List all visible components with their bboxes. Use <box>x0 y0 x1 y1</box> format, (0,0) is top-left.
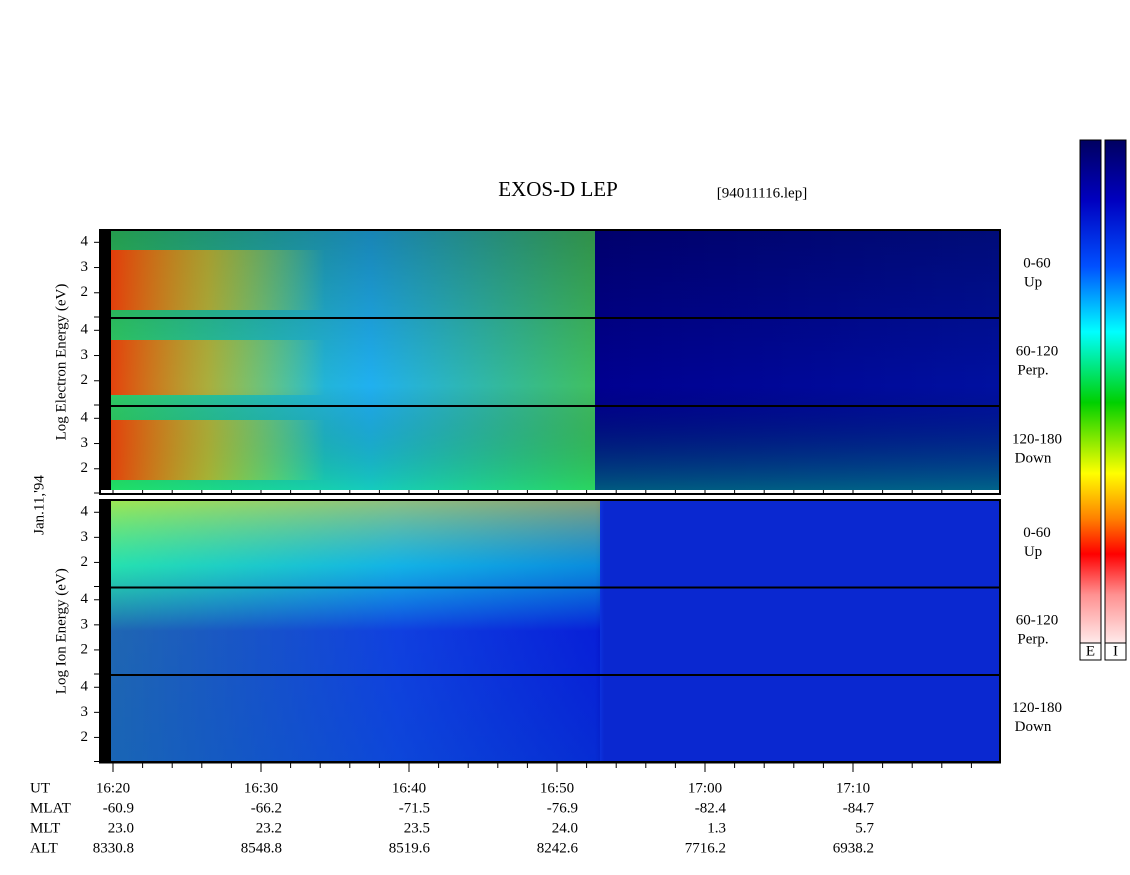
orbit-value: -82.4 <box>695 800 727 816</box>
orbit-value: 24.0 <box>552 820 578 836</box>
y-axis-label: Log Electron Energy (eV) <box>53 284 69 441</box>
y-tick-label: 3 <box>81 529 89 545</box>
orbit-name: UT <box>30 780 50 796</box>
orbit-value: 6938.2 <box>833 840 874 856</box>
orbit-value: 23.0 <box>108 820 134 836</box>
colorbars <box>1079 139 1127 661</box>
orbit-value: 16:50 <box>540 780 574 796</box>
orbit-value: 7716.2 <box>685 840 726 856</box>
orbit-value: 17:00 <box>688 780 722 796</box>
angle-label: 120-180 <box>1012 700 1062 716</box>
file-name: [94011116.lep] <box>717 185 807 201</box>
y-tick-label: 3 <box>81 259 89 275</box>
date-label: Jan.11,'94 <box>31 475 47 535</box>
orbit-value: 16:40 <box>392 780 426 796</box>
orbit-value: -60.9 <box>103 800 134 816</box>
orbit-value: 17:10 <box>836 780 870 796</box>
orbit-value: 8330.8 <box>93 840 134 856</box>
y-tick-label: 2 <box>81 284 89 300</box>
orbit-value: -84.7 <box>843 800 875 816</box>
orbit-value: 16:20 <box>96 780 130 796</box>
direction-label: Down <box>1015 719 1052 735</box>
direction-label: Up <box>1024 274 1042 290</box>
orbit-value: -66.2 <box>251 800 282 816</box>
orbit-name: MLT <box>30 820 60 836</box>
y-axis-label: Log Ion Energy (eV) <box>53 568 69 694</box>
direction-label: Perp. <box>1017 632 1048 648</box>
orbit-value: 5.7 <box>855 820 874 836</box>
orbit-value: 23.5 <box>404 820 430 836</box>
angle-label: 0-60 <box>1023 525 1051 541</box>
angle-label: 60-120 <box>1016 613 1059 629</box>
orbit-value: 8548.8 <box>241 840 282 856</box>
y-tick-label: 3 <box>81 435 89 451</box>
y-tick-label: 2 <box>81 641 89 657</box>
orbit-value: -76.9 <box>547 800 578 816</box>
angle-label: 120-180 <box>1012 431 1062 447</box>
y-tick-label: 2 <box>81 372 89 388</box>
chart-title: EXOS-D LEP <box>498 177 618 201</box>
y-tick-label: 2 <box>81 729 89 745</box>
orbit-value: 1.3 <box>707 820 726 836</box>
orbit-value: -71.5 <box>399 800 430 816</box>
y-tick-label: 2 <box>81 460 89 476</box>
orbit-value: 23.2 <box>256 820 282 836</box>
electron-spectrogram <box>100 230 1000 490</box>
direction-label: Down <box>1015 450 1052 466</box>
y-tick-label: 4 <box>81 679 89 695</box>
y-tick-label: 2 <box>81 554 89 570</box>
y-tick-label: 4 <box>81 591 89 607</box>
angle-label: 0-60 <box>1023 255 1051 271</box>
colorbar-label: I <box>1113 643 1118 659</box>
orbit-value: 16:30 <box>244 780 278 796</box>
y-tick-label: 3 <box>81 616 89 632</box>
y-tick-label: 4 <box>81 504 89 520</box>
direction-label: Perp. <box>1017 362 1048 378</box>
y-tick-label: 3 <box>81 347 89 363</box>
orbit-value: 8242.6 <box>537 840 579 856</box>
y-tick-label: 4 <box>81 322 89 338</box>
y-tick-label: 4 <box>81 410 89 426</box>
panel-frame <box>99 405 1001 495</box>
ion-spectrogram <box>100 500 1000 762</box>
y-tick-label: 3 <box>81 704 89 720</box>
colorbar-label: E <box>1086 643 1095 659</box>
orbit-name: MLAT <box>30 800 71 816</box>
angle-label: 60-120 <box>1016 343 1059 359</box>
orbit-value: 8519.6 <box>389 840 431 856</box>
orbit-name: ALT <box>30 840 58 856</box>
direction-label: Up <box>1024 544 1042 560</box>
y-tick-label: 4 <box>81 234 89 250</box>
